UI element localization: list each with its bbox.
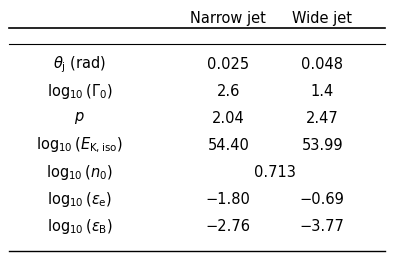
Text: $\log_{10}(\epsilon_{\mathrm{B}})$: $\log_{10}(\epsilon_{\mathrm{B}})$ <box>47 217 113 236</box>
Text: Wide jet: Wide jet <box>292 11 352 25</box>
Text: 1.4: 1.4 <box>310 84 334 99</box>
Text: $\theta_{\mathrm{j}}$ (rad): $\theta_{\mathrm{j}}$ (rad) <box>53 54 106 75</box>
Text: Narrow jet: Narrow jet <box>190 11 266 25</box>
Text: −2.76: −2.76 <box>206 219 251 234</box>
Text: 0.048: 0.048 <box>301 57 343 72</box>
Text: 53.99: 53.99 <box>301 138 343 153</box>
Text: $p$: $p$ <box>74 110 85 126</box>
Text: −1.80: −1.80 <box>206 192 251 207</box>
Text: −3.77: −3.77 <box>300 219 345 234</box>
Text: 2.47: 2.47 <box>306 111 338 126</box>
Text: $\log_{10}(\Gamma_0)$: $\log_{10}(\Gamma_0)$ <box>47 82 112 101</box>
Text: 2.6: 2.6 <box>217 84 240 99</box>
Text: 0.713: 0.713 <box>254 165 296 180</box>
Text: $\log_{10}(E_{\mathrm{K,iso}})$: $\log_{10}(E_{\mathrm{K,iso}})$ <box>36 136 123 155</box>
Text: $\log_{10}(n_0)$: $\log_{10}(n_0)$ <box>46 163 113 182</box>
Text: $\log_{10}(\epsilon_{\mathrm{e}})$: $\log_{10}(\epsilon_{\mathrm{e}})$ <box>47 190 112 209</box>
Text: 0.025: 0.025 <box>207 57 249 72</box>
Text: −0.69: −0.69 <box>300 192 345 207</box>
Text: 54.40: 54.40 <box>207 138 249 153</box>
Text: 2.04: 2.04 <box>212 111 245 126</box>
